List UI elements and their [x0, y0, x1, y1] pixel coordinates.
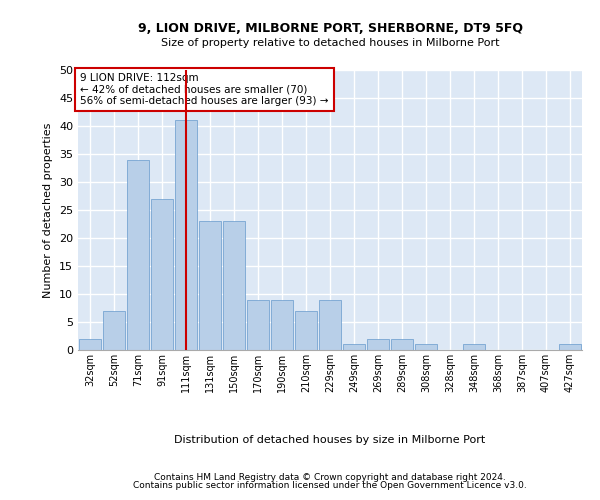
- Text: Distribution of detached houses by size in Milborne Port: Distribution of detached houses by size …: [175, 435, 485, 445]
- Bar: [271, 300, 293, 350]
- Text: 9, LION DRIVE, MILBORNE PORT, SHERBORNE, DT9 5FQ: 9, LION DRIVE, MILBORNE PORT, SHERBORNE,…: [137, 22, 523, 36]
- Bar: [79, 339, 101, 350]
- Bar: [295, 311, 317, 350]
- Text: 9 LION DRIVE: 112sqm
← 42% of detached houses are smaller (70)
56% of semi-detac: 9 LION DRIVE: 112sqm ← 42% of detached h…: [80, 73, 329, 106]
- Bar: [343, 344, 365, 350]
- Bar: [559, 344, 581, 350]
- Bar: [199, 221, 221, 350]
- Bar: [463, 344, 485, 350]
- Bar: [367, 339, 389, 350]
- Bar: [151, 199, 173, 350]
- Bar: [247, 300, 269, 350]
- Bar: [223, 221, 245, 350]
- Bar: [175, 120, 197, 350]
- Bar: [415, 344, 437, 350]
- Text: Size of property relative to detached houses in Milborne Port: Size of property relative to detached ho…: [161, 38, 499, 48]
- Text: Contains public sector information licensed under the Open Government Licence v3: Contains public sector information licen…: [133, 481, 527, 490]
- Text: Contains HM Land Registry data © Crown copyright and database right 2024.: Contains HM Land Registry data © Crown c…: [154, 472, 506, 482]
- Bar: [103, 311, 125, 350]
- Bar: [391, 339, 413, 350]
- Bar: [127, 160, 149, 350]
- Y-axis label: Number of detached properties: Number of detached properties: [43, 122, 53, 298]
- Bar: [319, 300, 341, 350]
